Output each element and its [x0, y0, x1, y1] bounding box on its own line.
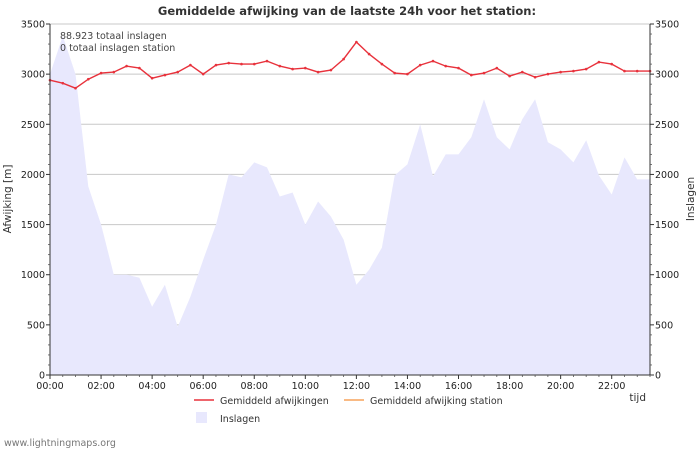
afwijking-point [316, 70, 320, 74]
afwijking-point [584, 67, 588, 71]
afwijking-point [189, 63, 192, 67]
y-right-tick-label: 1000 [655, 270, 679, 281]
afwijking-point [572, 69, 575, 73]
afwijking-point [457, 66, 460, 70]
y-right-ticks: 0 500 1000 1500 2000 2500 3000 3500 [650, 20, 679, 382]
afwijking-point [227, 61, 230, 65]
afwijking-point [150, 76, 154, 80]
y-right-tick-label: 3500 [655, 20, 679, 31]
afwijking-line [49, 41, 650, 89]
afwijking-point [329, 68, 333, 72]
y-right-tick-label: 3000 [655, 70, 679, 81]
afwijking-point [610, 62, 613, 66]
x-ticks: 00:00 02:00 04:00 06:00 08:00 10:00 12:00 14:00… [36, 375, 651, 392]
x-tick-label: 18:00 [496, 381, 523, 392]
legend-label-gemiddeld-afwijkingen: Gemiddeld afwijkingen [220, 396, 329, 407]
afwijking-point [559, 70, 562, 74]
y-left-tick-label: 2500 [21, 120, 45, 131]
x-tick-label: 12:00 [343, 381, 370, 392]
afwijking-point [546, 72, 550, 76]
afwijking-point [99, 71, 103, 75]
afwijking-point [495, 66, 499, 70]
afwijking-point [112, 70, 116, 74]
x-tick-label: 22:00 [598, 381, 625, 392]
afwijking-point [508, 74, 511, 78]
legend-label-afwijking-station: Gemiddeld afwijking station [370, 396, 503, 407]
afwijking-line-layer [48, 40, 652, 90]
legend-swatch-inslagen [196, 412, 207, 423]
afwijking-point [380, 62, 384, 66]
afwijking-point [444, 64, 448, 68]
y-axis-label-right: Inslagen [685, 177, 697, 221]
chart-title: Gemiddelde afwijking van de laatste 24h … [158, 4, 536, 18]
inslagen-area-layer [50, 36, 650, 375]
afwijking-point [367, 52, 371, 56]
y-right-tick-label: 500 [655, 320, 673, 331]
grid [50, 23, 650, 326]
x-tick-label: 20:00 [547, 381, 574, 392]
afwijking-point [253, 62, 256, 66]
afwijking-point [291, 67, 294, 71]
y-left-tick-label: 1000 [21, 270, 45, 281]
afwijking-point [482, 71, 486, 75]
afwijking-point [240, 62, 243, 66]
y-left-tick-label: 3500 [21, 20, 45, 31]
afwijking-point [265, 59, 269, 63]
afwijking-point [125, 64, 128, 68]
y-axis-label-left: Afwijking [m] [2, 165, 14, 234]
y-right-tick-label: 1500 [655, 220, 679, 231]
afwijking-point [418, 63, 422, 67]
x-tick-label: 06:00 [189, 381, 216, 392]
afwijking-point [431, 59, 435, 63]
legend-label-inslagen: Inslagen [220, 414, 260, 425]
axes [49, 24, 651, 376]
y-left-tick-label: 500 [27, 320, 45, 331]
afwijking-point [521, 70, 524, 74]
x-axis-label: tijd [629, 392, 646, 404]
y-left-tick-label: 3000 [21, 70, 45, 81]
x-tick-label: 10:00 [292, 381, 319, 392]
y-right-tick-label: 2000 [655, 170, 679, 181]
y-left-tick-label: 2000 [21, 170, 45, 181]
annotation-station-strikes: 0 totaal inslagen station [60, 43, 175, 54]
afwijking-point [355, 40, 358, 44]
y-right-tick-label: 0 [655, 371, 661, 382]
afwijking-point [201, 72, 205, 76]
afwijking-point [138, 66, 141, 70]
afwijking-point [623, 69, 626, 73]
afwijking-point [61, 81, 65, 85]
x-tick-label: 08:00 [241, 381, 268, 392]
afwijking-point [597, 60, 601, 64]
y-left-tick-label: 0 [39, 371, 45, 382]
afwijking-point [406, 72, 409, 76]
x-tick-label: 14:00 [394, 381, 421, 392]
afwijking-point [304, 66, 307, 70]
inslagen-area [50, 36, 650, 375]
afwijking-point [470, 73, 473, 77]
legend: Gemiddeld afwijkingen Gemiddeld afwijkin… [194, 396, 503, 425]
afwijking-point [533, 75, 537, 79]
afwijking-point [635, 69, 639, 73]
x-tick-label: 16:00 [445, 381, 472, 392]
afwijking-point [214, 63, 218, 67]
x-tick-label: 02:00 [87, 381, 114, 392]
afwijking-point [278, 64, 282, 68]
y-left-tick-label: 1500 [21, 220, 45, 231]
y-left-ticks: 0 500 1000 1500 2000 2500 3000 3500 [21, 20, 50, 382]
x-tick-label: 04:00 [138, 381, 165, 392]
afwijking-point [342, 57, 345, 61]
afwijking-point [393, 71, 397, 75]
y-right-tick-label: 2500 [655, 120, 679, 131]
source-footer: www.lightningmaps.org [4, 438, 116, 449]
x-tick-label: 00:00 [36, 381, 63, 392]
afwijking-point [74, 86, 77, 90]
afwijking-point [163, 73, 167, 77]
afwijking-point [87, 77, 90, 81]
annotation-total-strikes: 88.923 totaal inslagen [60, 31, 167, 42]
afwijking-point [176, 70, 179, 74]
